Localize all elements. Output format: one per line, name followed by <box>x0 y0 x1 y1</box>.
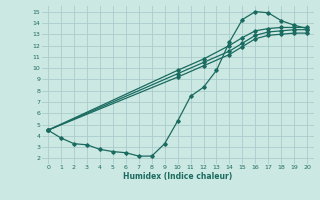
X-axis label: Humidex (Indice chaleur): Humidex (Indice chaleur) <box>123 172 232 181</box>
